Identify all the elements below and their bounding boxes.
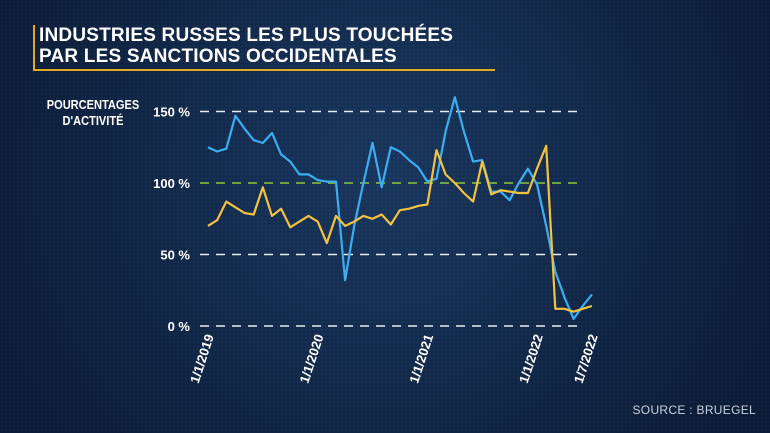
- series-line-blue: [207, 96, 593, 320]
- series-line-yellow: [207, 144, 593, 313]
- x-tick-label: 1/1/2020: [297, 332, 327, 385]
- x-tick-label: 1/1/2019: [187, 332, 217, 385]
- y-tick-label: 100 %: [153, 176, 190, 191]
- source-note: SOURCE : BRUEGEL: [632, 403, 756, 417]
- x-tick-label: 1/7/2022: [571, 332, 601, 385]
- y-tick-label: 50 %: [160, 248, 190, 263]
- title-line-2: PAR LES SANCTIONS OCCIDENTALES: [39, 46, 397, 67]
- chart-title: INDUSTRIES RUSSES LES PLUS TOUCHÉES PAR …: [33, 25, 495, 71]
- y-tick-label: 150 %: [153, 105, 190, 120]
- y-axis-label: POURCENTAGES D'ACTIVITÉ: [46, 97, 140, 128]
- x-tick-label: 1/1/2022: [516, 332, 546, 385]
- title-line-1: INDUSTRIES RUSSES LES PLUS TOUCHÉES: [39, 25, 454, 46]
- x-tick-label: 1/1/2021: [406, 332, 436, 385]
- y-tick-label: 0 %: [168, 319, 191, 334]
